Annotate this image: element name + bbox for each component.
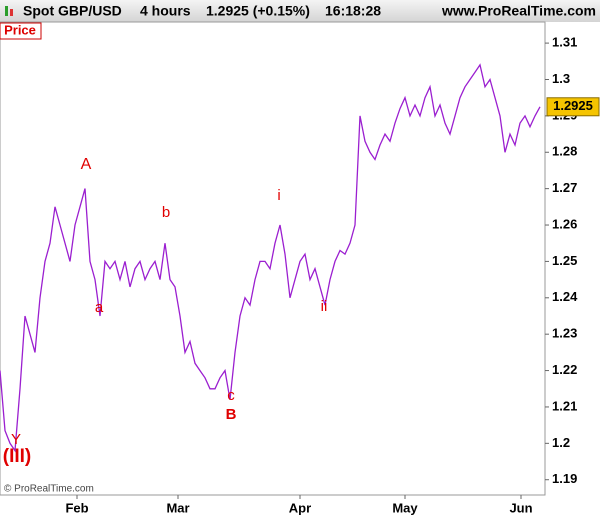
wave-label: Y bbox=[11, 431, 21, 448]
y-tick-label: 1.2 bbox=[552, 435, 570, 450]
y-tick-label: 1.24 bbox=[552, 289, 578, 304]
x-tick-label: Feb bbox=[65, 500, 88, 515]
y-tick-label: 1.25 bbox=[552, 253, 577, 268]
wave-label: b bbox=[162, 204, 170, 221]
copyright: © ProRealTime.com bbox=[4, 484, 94, 495]
panel-label-box bbox=[0, 22, 42, 40]
symbol: Spot GBP/USD bbox=[23, 3, 122, 19]
x-tick-label: Jun bbox=[509, 500, 532, 515]
y-tick-label: 1.26 bbox=[552, 216, 577, 231]
header-bar bbox=[0, 0, 600, 22]
quote: 1.2925 (+0.15%) bbox=[206, 3, 310, 19]
last-price-box bbox=[546, 97, 600, 117]
panel-label: Price bbox=[4, 22, 36, 37]
wave-label: a bbox=[95, 299, 104, 316]
y-tick-label: 1.28 bbox=[552, 144, 577, 159]
y-tick-label: 1.22 bbox=[552, 362, 577, 377]
y-tick-label: 1.31 bbox=[552, 35, 577, 50]
wave-label: i bbox=[277, 187, 280, 204]
price-line bbox=[0, 63, 541, 453]
wave-label: A bbox=[81, 156, 92, 173]
x-tick-label: Apr bbox=[289, 500, 311, 515]
wave-label: c bbox=[227, 387, 235, 404]
wave-label: B bbox=[226, 406, 237, 423]
header-icon bbox=[5, 6, 8, 16]
wave-label: (III) bbox=[3, 446, 32, 467]
wave-label: ii bbox=[321, 298, 328, 315]
y-tick-label: 1.27 bbox=[552, 180, 577, 195]
header-icon bbox=[10, 9, 13, 16]
last-price-label: 1.2925 bbox=[553, 98, 593, 113]
y-tick-label: 1.23 bbox=[552, 326, 577, 341]
time: 16:18:28 bbox=[325, 3, 381, 19]
site: www.ProRealTime.com bbox=[441, 3, 596, 19]
period: 4 hours bbox=[140, 3, 191, 19]
x-tick-label: Mar bbox=[166, 500, 189, 515]
y-tick-label: 1.21 bbox=[552, 398, 577, 413]
y-tick-label: 1.19 bbox=[552, 471, 577, 486]
y-tick-label: 1.3 bbox=[552, 71, 570, 86]
x-tick-label: May bbox=[392, 500, 418, 515]
